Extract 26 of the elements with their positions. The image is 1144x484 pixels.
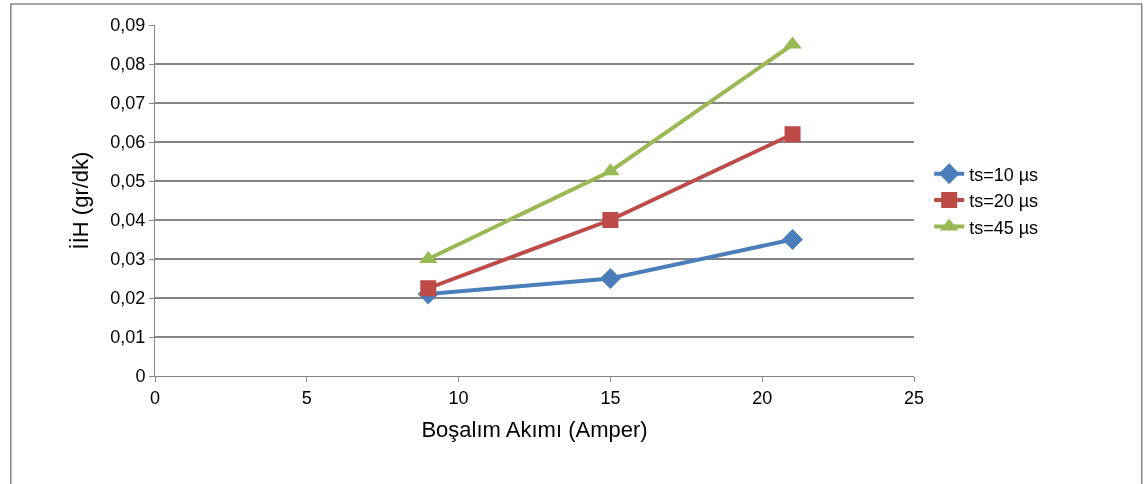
y-tick-label: 0 [135,366,146,387]
y-axis-title: İİH (gr/dk) [68,151,94,250]
y-tick-label: 0,05 [110,171,146,192]
x-tick-label: 25 [903,387,925,408]
y-tick-label: 0,02 [110,288,146,309]
y-tick-label: 0,04 [110,210,146,231]
point [782,229,803,250]
y-tick-label: 0,08 [110,54,146,75]
y-tick-label: 0,03 [110,249,146,270]
y-tick-label: 0,07 [110,93,146,114]
y-tick-label: 0,06 [110,132,146,153]
point [420,280,437,297]
legend-label: ts=45 µs [969,217,1039,238]
legend-label: ts=10 µs [969,164,1039,185]
x-tick-label: 10 [448,387,469,408]
y-tick-label: 0,01 [110,327,146,348]
x-axis-title: Boşalım Akımı (Amper) [421,417,648,443]
x-tick-label: 0 [149,387,161,408]
point [784,126,801,143]
y-tick-label: 0,09 [110,15,146,36]
x-tick-label: 5 [301,387,312,408]
point [600,268,621,289]
x-tick-label: 15 [600,387,621,408]
x-tick-label: 20 [752,387,773,408]
point [602,212,619,228]
legend-label: ts=20 µs [969,191,1039,212]
